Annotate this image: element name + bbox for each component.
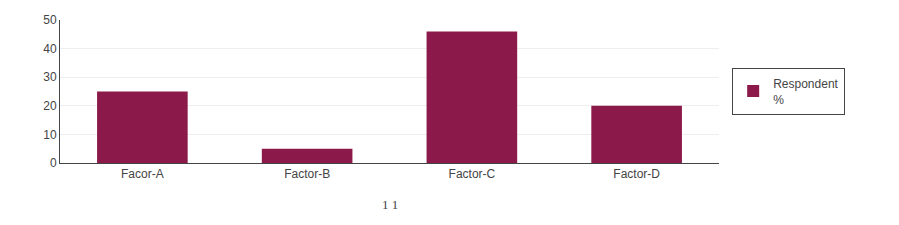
svg-text:10: 10 (43, 128, 57, 142)
svg-text:20: 20 (43, 99, 57, 113)
svg-text:50: 50 (43, 13, 57, 27)
svg-text:40: 40 (43, 42, 57, 56)
svg-text:Facor-A: Facor-A (121, 167, 164, 181)
svg-text:1 1: 1 1 (382, 197, 398, 212)
svg-text:Factor-C: Factor-C (449, 167, 496, 181)
svg-text:Factor-D: Factor-D (613, 167, 660, 181)
svg-text:30: 30 (43, 70, 57, 84)
svg-text:Factor-B: Factor-B (284, 167, 330, 181)
svg-text:Respondent%: Respondent% (773, 77, 838, 107)
svg-text:0: 0 (50, 156, 57, 170)
